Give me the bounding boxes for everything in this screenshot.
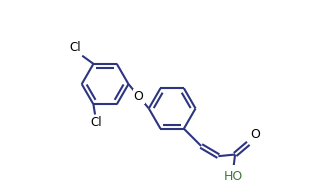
Text: Cl: Cl <box>70 41 81 54</box>
Text: O: O <box>250 128 260 141</box>
Text: Cl: Cl <box>90 116 102 129</box>
Text: HO: HO <box>224 170 243 183</box>
Text: O: O <box>134 90 144 103</box>
